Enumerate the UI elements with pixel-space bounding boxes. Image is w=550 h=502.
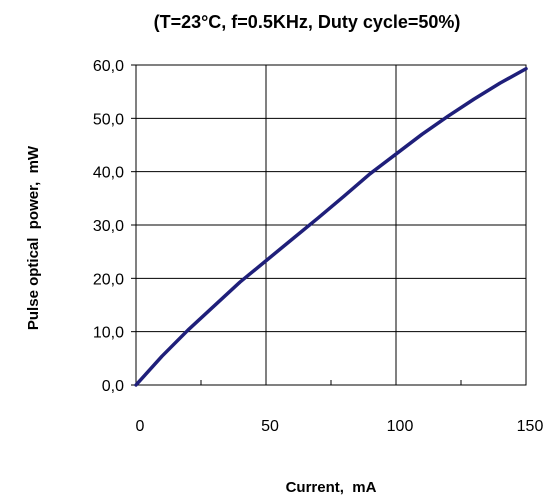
x-tick-label: 0 xyxy=(136,418,145,435)
y-tick-label: 20,0 xyxy=(93,271,124,288)
plot-area xyxy=(131,64,528,387)
y-tick-label: 50,0 xyxy=(93,111,124,128)
x-tick-labels: 0 50 100 150 xyxy=(136,418,544,435)
y-tick-label: 60,0 xyxy=(93,58,124,75)
y-tick-labels: 0,0 10,0 20,0 30,0 40,0 50,0 60,0 xyxy=(93,58,124,395)
grid-lines xyxy=(136,65,526,385)
x-tick-label: 150 xyxy=(517,418,544,435)
chart-title: (T=23°C, f=0.5KHz, Duty cycle=50%) xyxy=(154,12,461,32)
x-axis-title: Current, mA xyxy=(286,479,377,496)
y-tick-label: 30,0 xyxy=(93,218,124,235)
x-tick-label: 50 xyxy=(261,418,279,435)
series-line xyxy=(134,66,528,387)
y-tick-label: 10,0 xyxy=(93,325,124,342)
axis-ticks xyxy=(131,64,462,386)
y-tick-label: 40,0 xyxy=(93,165,124,182)
y-axis-title: Pulse optical power, mW xyxy=(25,145,42,330)
y-tick-label: 0,0 xyxy=(102,378,124,395)
series-layer xyxy=(134,66,528,387)
x-tick-label: 100 xyxy=(387,418,414,435)
